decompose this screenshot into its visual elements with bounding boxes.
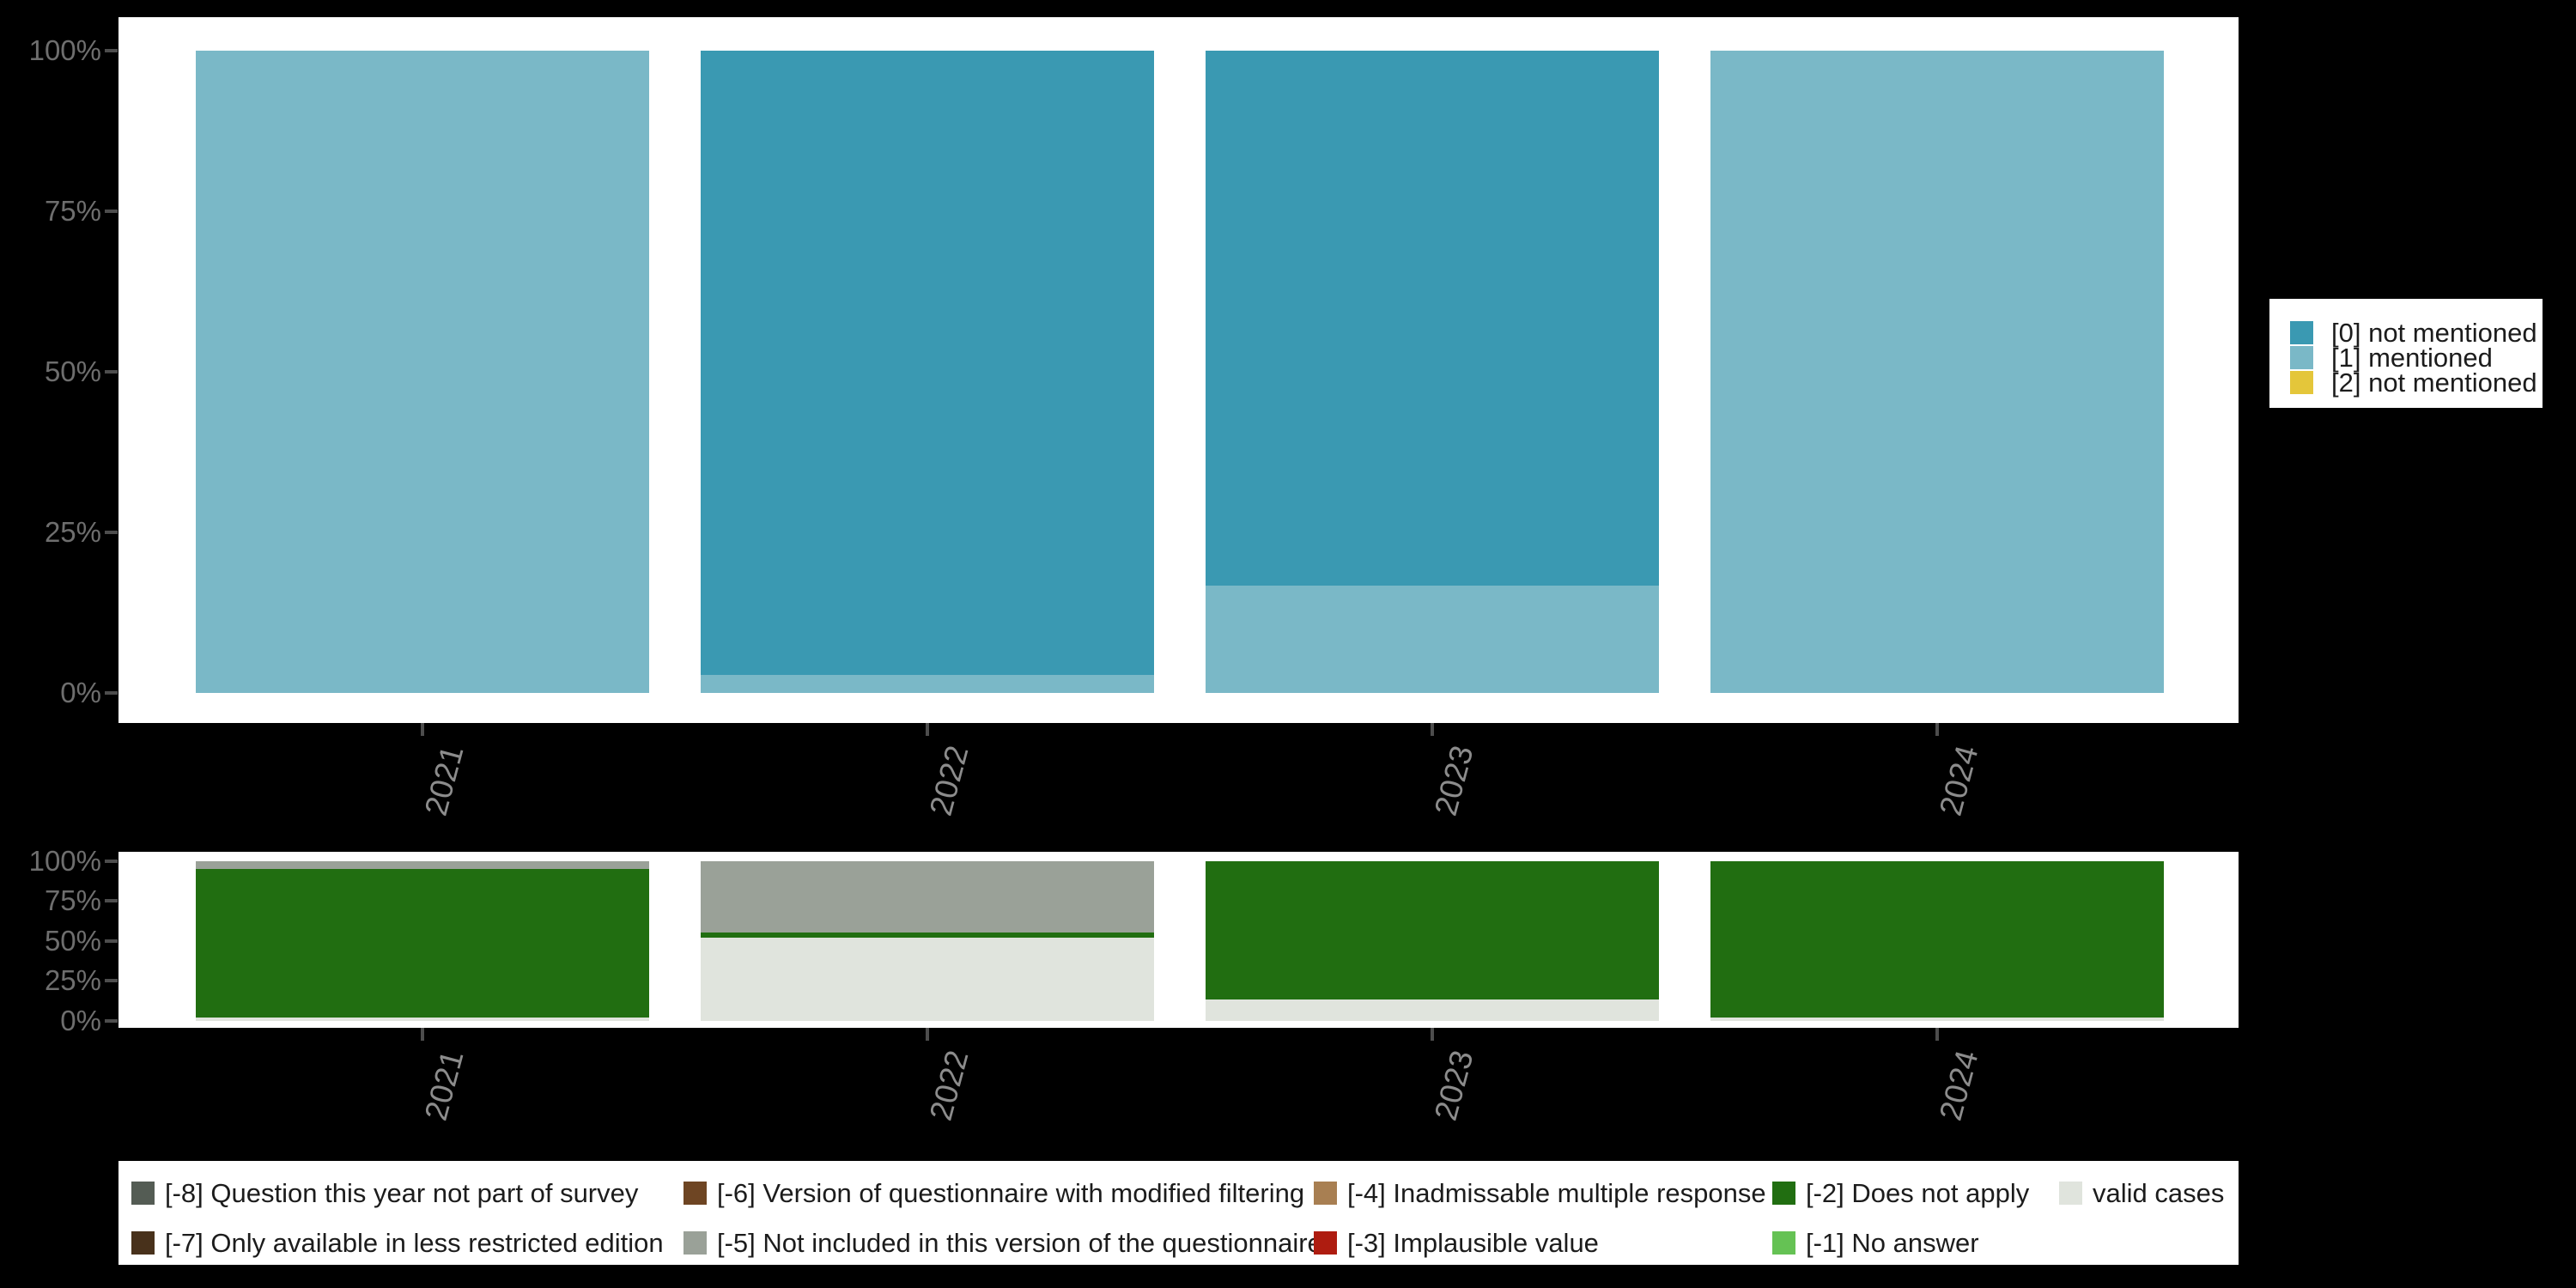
- bar-segment: [196, 861, 649, 870]
- y-tick: [105, 979, 118, 982]
- legend-label: [2] not mentioned: [2331, 368, 2537, 398]
- legend-label: [-5] Not included in this version of the…: [717, 1228, 1322, 1258]
- legend-label: [-4] Inadmissable multiple response: [1347, 1178, 1766, 1208]
- y-axis-label: 0%: [60, 677, 101, 708]
- legend-swatch: [1314, 1182, 1337, 1205]
- x-axis-label: 2023: [1427, 742, 1480, 820]
- bar-segment: [196, 869, 649, 1018]
- legend-item: valid cases: [2059, 1180, 2224, 1206]
- legend-label: [-2] Does not apply: [1806, 1178, 2030, 1208]
- y-axis-label: 0%: [60, 1005, 101, 1036]
- bar-segment: [1710, 1018, 2164, 1021]
- bar-segment: [701, 938, 1154, 1021]
- y-axis-label: 25%: [44, 964, 101, 996]
- bar-segment: [196, 1018, 649, 1021]
- y-axis-label: 100%: [28, 845, 101, 877]
- y-axis-label: 75%: [44, 195, 101, 227]
- legend-label: [1] mentioned: [2331, 343, 2493, 373]
- x-tick: [1431, 723, 1434, 736]
- legend-swatch: [2290, 346, 2313, 369]
- legend-label: [-3] Implausible value: [1347, 1228, 1599, 1258]
- bar-segment: [701, 861, 1154, 933]
- x-axis-label: 2022: [922, 742, 975, 820]
- legend-label: [-7] Only available in less restricted e…: [165, 1228, 664, 1258]
- x-axis-label: 2023: [1427, 1047, 1480, 1125]
- x-tick: [926, 1028, 929, 1041]
- legend-label: [-1] No answer: [1806, 1228, 1979, 1258]
- legend-swatch: [131, 1231, 155, 1255]
- x-axis-label: 2021: [417, 1047, 471, 1125]
- x-tick: [1935, 723, 1939, 736]
- x-axis-label: 2021: [417, 742, 471, 820]
- y-tick: [105, 899, 118, 902]
- legend-label: [0] not mentioned: [2331, 318, 2537, 348]
- bar-segment: [1206, 51, 1659, 586]
- bar-segment: [1206, 999, 1659, 1021]
- legend-item: [-8] Question this year not part of surv…: [131, 1180, 638, 1206]
- legend-item: [-4] Inadmissable multiple response: [1314, 1180, 1766, 1206]
- y-tick: [105, 531, 118, 534]
- values-legend: [0] not mentioned [1] mentioned [2] not …: [2269, 299, 2543, 408]
- x-axis-label: 2024: [1932, 742, 1985, 820]
- bar-segment: [196, 51, 649, 693]
- y-axis-label: 25%: [44, 516, 101, 548]
- legend-swatch: [131, 1182, 155, 1205]
- y-axis-label: 100%: [28, 34, 101, 66]
- legend-swatch: [2290, 321, 2313, 344]
- bar-segment: [701, 932, 1154, 939]
- legend-swatch: [2290, 371, 2313, 394]
- legend-item: [-6] Version of questionnaire with modif…: [683, 1180, 1304, 1206]
- y-axis-label: 50%: [44, 355, 101, 387]
- y-axis-label: 75%: [44, 884, 101, 916]
- bar-segment: [1206, 586, 1659, 693]
- bar-segment: [701, 675, 1154, 693]
- x-tick: [421, 1028, 424, 1041]
- x-axis-label: 2024: [1932, 1047, 1985, 1125]
- legend-swatch: [683, 1182, 707, 1205]
- legend-item: [2] not mentioned: [2290, 369, 2537, 396]
- y-tick: [105, 210, 118, 213]
- legend-swatch: [2059, 1182, 2082, 1205]
- legend-swatch: [1314, 1231, 1337, 1255]
- legend-swatch: [1772, 1182, 1795, 1205]
- legend-item: [-2] Does not apply: [1772, 1180, 2029, 1206]
- legend-swatch: [1772, 1231, 1795, 1255]
- y-tick: [105, 49, 118, 52]
- x-axis-label: 2022: [922, 1047, 975, 1125]
- legend-label: [-8] Question this year not part of surv…: [165, 1178, 639, 1208]
- legend-swatch: [683, 1231, 707, 1255]
- legend-label: valid cases: [2093, 1178, 2225, 1208]
- legend-item: [1] mentioned: [2290, 344, 2493, 371]
- missings-legend: [-8] Question this year not part of surv…: [118, 1161, 2239, 1265]
- legend-item: [-5] Not included in this version of the…: [683, 1230, 1322, 1256]
- legend-item: [0] not mentioned: [2290, 319, 2537, 346]
- bar-segment: [1206, 861, 1659, 999]
- x-tick: [421, 723, 424, 736]
- legend-item: [-1] No answer: [1772, 1230, 1979, 1256]
- bar-segment: [1710, 861, 2164, 1018]
- bar-segment: [701, 51, 1154, 676]
- y-axis-label: 50%: [44, 925, 101, 957]
- legend-item: [-3] Implausible value: [1314, 1230, 1599, 1256]
- y-tick: [105, 939, 118, 943]
- legend-label: [-6] Version of questionnaire with modif…: [717, 1178, 1305, 1208]
- x-tick: [926, 723, 929, 736]
- x-tick: [1935, 1028, 1939, 1041]
- legend-item: [-7] Only available in less restricted e…: [131, 1230, 664, 1256]
- bar-segment: [1710, 51, 2164, 693]
- y-tick: [105, 1019, 118, 1023]
- y-tick: [105, 370, 118, 374]
- y-tick: [105, 691, 118, 695]
- y-tick: [105, 860, 118, 863]
- x-tick: [1431, 1028, 1434, 1041]
